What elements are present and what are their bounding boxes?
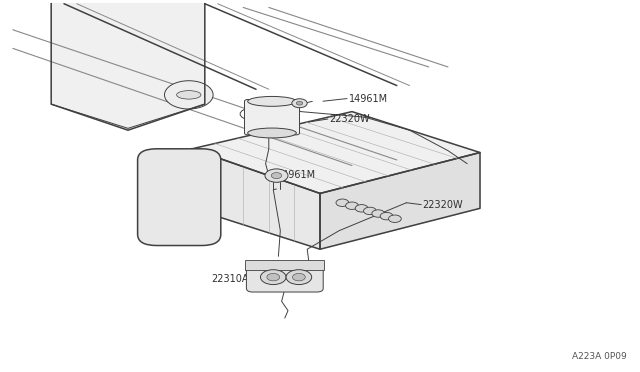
Ellipse shape [248, 96, 296, 106]
Circle shape [267, 273, 280, 281]
Circle shape [286, 270, 312, 285]
Text: 22320W: 22320W [422, 200, 463, 209]
Circle shape [364, 207, 376, 215]
Circle shape [164, 81, 213, 109]
Ellipse shape [177, 91, 201, 99]
Circle shape [346, 202, 358, 209]
Circle shape [265, 169, 288, 182]
Polygon shape [192, 149, 320, 249]
Circle shape [296, 101, 303, 105]
Circle shape [380, 212, 393, 220]
Circle shape [372, 210, 385, 217]
Text: 14961M: 14961M [276, 170, 316, 180]
Text: 22320W: 22320W [330, 114, 370, 124]
Circle shape [355, 205, 368, 212]
Polygon shape [192, 112, 480, 193]
Polygon shape [51, 4, 205, 130]
Text: 22310A: 22310A [211, 274, 249, 284]
Circle shape [271, 173, 282, 179]
Circle shape [292, 273, 305, 281]
Text: 14961M: 14961M [349, 94, 388, 103]
Text: A223A 0P09: A223A 0P09 [572, 352, 627, 361]
FancyBboxPatch shape [246, 262, 323, 292]
Ellipse shape [248, 128, 296, 138]
Polygon shape [320, 153, 480, 249]
Circle shape [292, 99, 307, 108]
FancyBboxPatch shape [244, 99, 300, 135]
Circle shape [260, 270, 286, 285]
FancyBboxPatch shape [245, 260, 324, 270]
FancyBboxPatch shape [138, 149, 221, 246]
Circle shape [388, 215, 401, 222]
Circle shape [336, 199, 349, 206]
